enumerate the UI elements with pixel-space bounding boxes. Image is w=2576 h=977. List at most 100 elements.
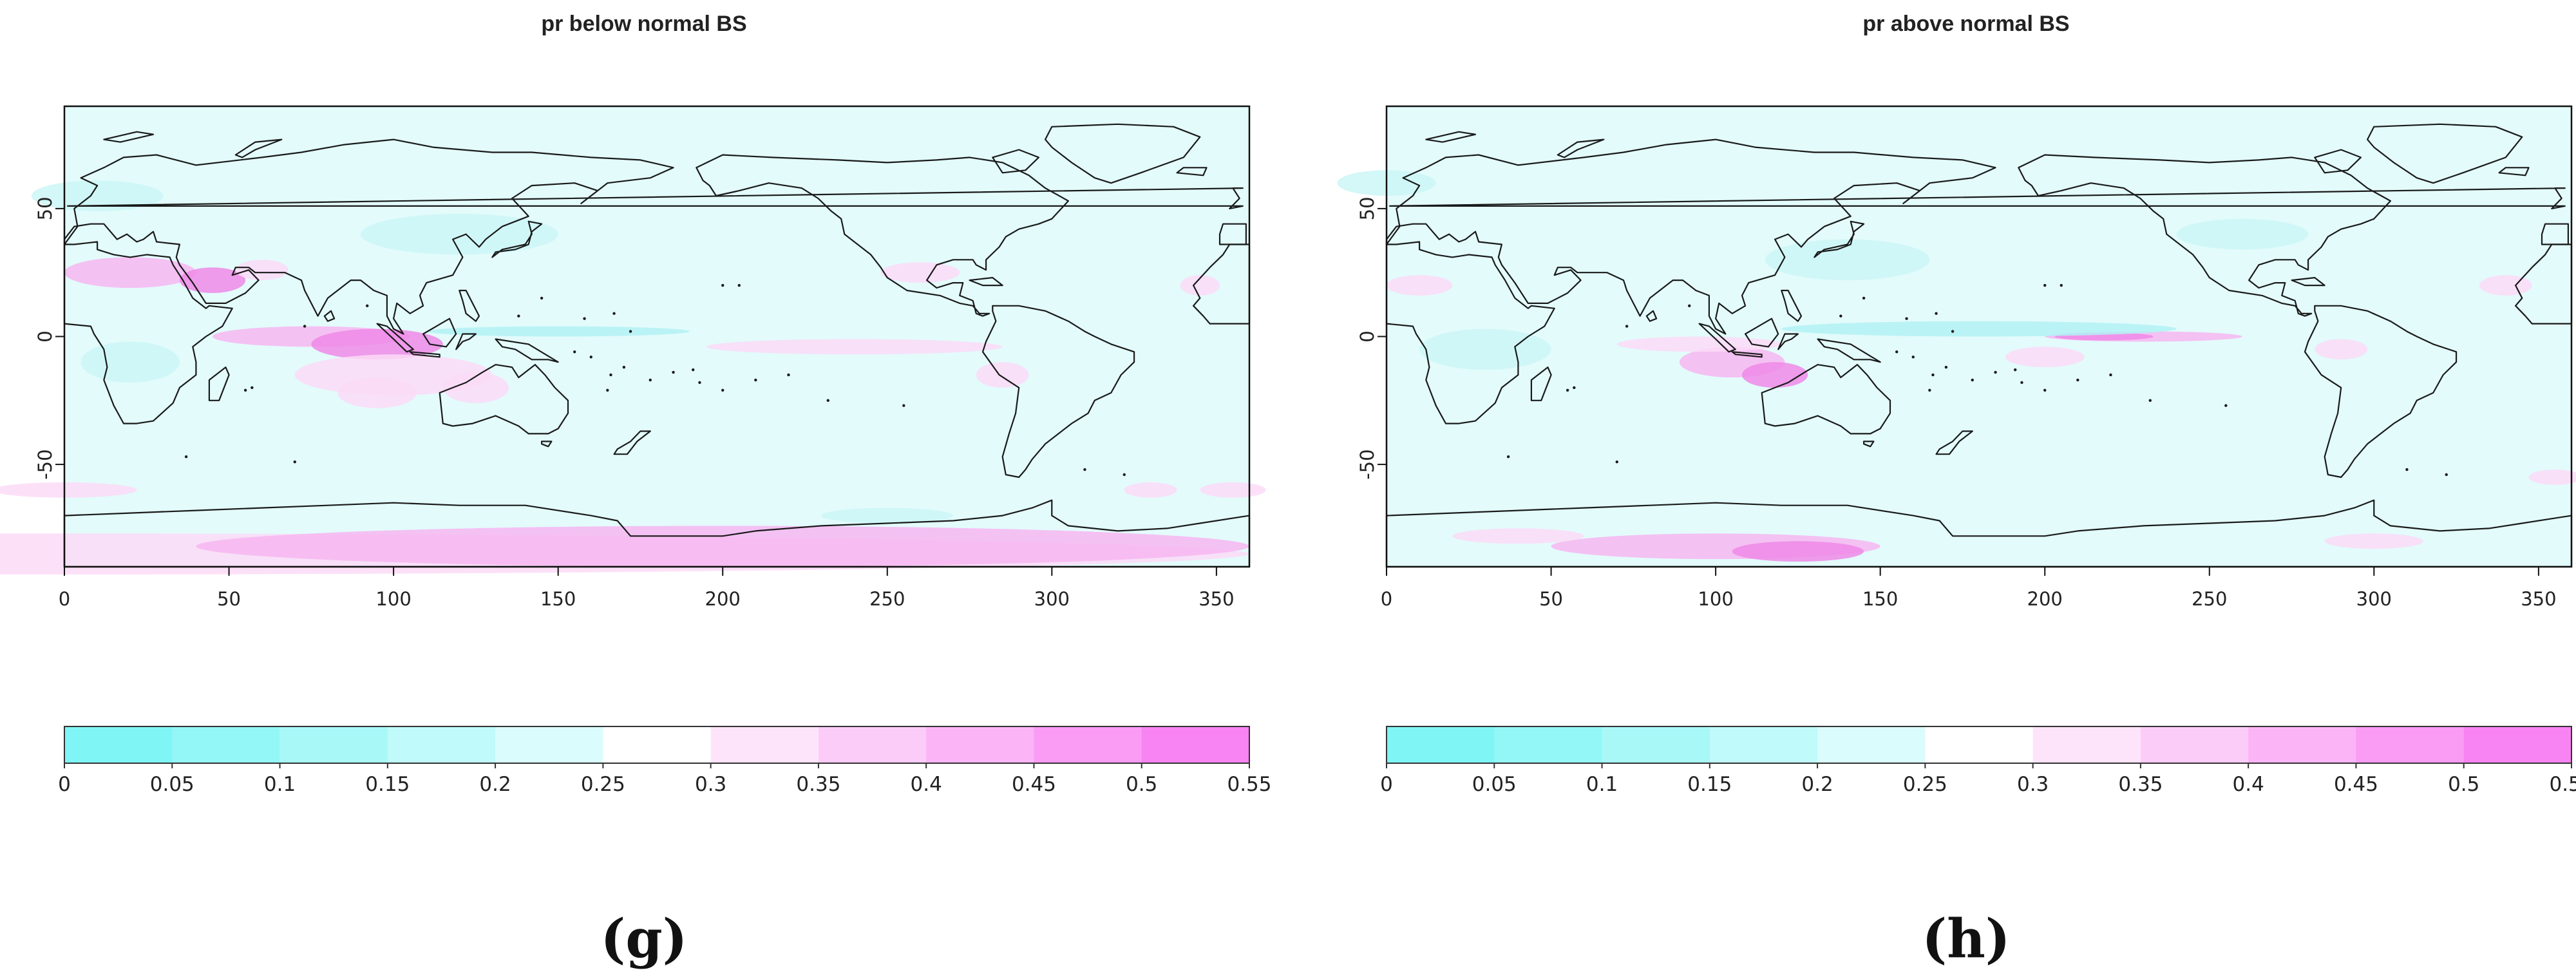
japan-coast [1814, 220, 1865, 258]
island-mark [1615, 460, 1618, 464]
island-mark [1944, 365, 1948, 369]
colorbar-swatch [603, 726, 712, 763]
island-mark [1862, 296, 1866, 300]
y-tick-label: 50 [1356, 196, 1378, 220]
island-mark [1895, 350, 1899, 354]
y-axis: 50 0 -50 [1356, 196, 1387, 480]
colorbar-swatch [1387, 726, 1495, 763]
island-mark [2405, 468, 2409, 471]
anomaly-patch [880, 262, 960, 283]
island-mark [1083, 468, 1086, 471]
novaya-zemlya-coast [234, 138, 283, 158]
colorbar-tick-label: 0.05 [150, 773, 194, 796]
anomaly-patch [196, 526, 1249, 567]
anomaly-patch [1180, 275, 1220, 296]
island-mark [1994, 370, 1997, 374]
colorbar-tick-label: 0.2 [1801, 773, 1833, 796]
island-mark [1573, 386, 1576, 390]
eurasia-coast [1385, 138, 1996, 335]
colorbar-tick-label: 0.05 [1472, 773, 1517, 796]
japan-coast [491, 220, 543, 258]
island-mark [184, 455, 188, 459]
anomaly-layer [0, 180, 1266, 574]
island-mark [2109, 373, 2112, 377]
colorbar-tick-label: 0.45 [1012, 773, 1056, 796]
island-mark [1506, 455, 1510, 459]
colorbar-tick-label: 0.55 [2549, 773, 2576, 796]
colorbar-swatch [1817, 726, 1926, 763]
new-guinea-coast [495, 338, 559, 363]
colorbar-tick-label: 0.3 [2017, 773, 2049, 796]
island-mark [692, 368, 695, 372]
y-tick-label: 0 [34, 330, 56, 342]
island-mark [649, 378, 652, 382]
south-america-coast [2304, 305, 2458, 479]
colorbar-swatch [926, 726, 1034, 763]
colorbar-tick-label: 0.45 [2334, 773, 2378, 796]
island-mark [606, 388, 609, 392]
island-mark [1971, 378, 1974, 382]
colorbar-swatch [64, 726, 173, 763]
x-tick-label: 0 [59, 588, 70, 610]
panel-g-svg: pr below normal BS 0 50 100 150 200 250 300 350… [0, 12, 1272, 796]
australia-coast [439, 364, 569, 435]
anomaly-patch [2528, 470, 2576, 485]
anomaly-patch [235, 260, 289, 281]
svalbard-coast [1425, 131, 1477, 143]
panel-h-map [1337, 105, 2576, 568]
colorbar-tick-label: 0 [1380, 773, 1393, 796]
anomaly-patch [0, 482, 137, 498]
west-africa-coast [2515, 243, 2573, 325]
island-mark [1566, 388, 1569, 392]
eurasia-coast [63, 138, 674, 335]
island-mark [366, 304, 369, 308]
antarctica-coast [1385, 499, 2573, 568]
colorbar-tick-label: 0.1 [1586, 773, 1618, 796]
x-tick-label: 250 [2192, 588, 2227, 610]
x-axis: 0 50 100 150 200 250 300 350 [1381, 567, 2557, 610]
sumatra-coast [1698, 323, 1736, 353]
colorbar-tick-label: 0.5 [1126, 773, 1157, 796]
x-tick-label: 100 [1698, 588, 1733, 610]
colorbar-tick-label: 0.15 [1687, 773, 1732, 796]
x-tick-label: 50 [217, 588, 241, 610]
colorbar-tick-label: 0.35 [2118, 773, 2163, 796]
colorbar-tick-label: 0.25 [581, 773, 625, 796]
island-mark [2148, 399, 2152, 403]
x-tick-label: 150 [1862, 588, 1898, 610]
new-zealand-coast [613, 430, 651, 455]
baffin-coast [992, 149, 1039, 174]
x-axis: 0 50 100 150 200 250 300 350 [59, 567, 1235, 610]
panel-h-svg: pr above normal BS 0 50 100 150 200 250 300 350… [1337, 12, 2576, 796]
anomaly-patch [1200, 482, 1266, 498]
north-america-coast [696, 154, 1069, 317]
colorbar-swatch [279, 726, 388, 763]
island-mark [737, 283, 741, 287]
antarctica-coast [63, 499, 1251, 568]
colorbar-swatch [172, 726, 281, 763]
philippines-coast [1781, 289, 1803, 322]
sumatra-coast [376, 323, 414, 353]
novaya-zemlya-coast [1557, 138, 1605, 158]
greenland-coast [1045, 123, 1201, 184]
island-mark [754, 378, 757, 382]
island-mark [629, 330, 632, 333]
island-mark [609, 373, 612, 377]
australia-coast [1761, 364, 1891, 435]
anomaly-patch [976, 362, 1029, 388]
colorbar-tick-label: 0.1 [264, 773, 296, 796]
island-mark [583, 317, 586, 320]
north-america-coast [2018, 154, 2391, 317]
colorbar-swatch [1494, 726, 1603, 763]
anomaly-patch [361, 213, 558, 255]
anomaly-patch [1765, 239, 1930, 281]
island-mark [672, 370, 675, 374]
x-tick-label: 350 [2521, 588, 2556, 610]
anomaly-patch [1387, 275, 1453, 296]
panel-g-title: pr below normal BS [541, 12, 746, 36]
anomaly-patch [442, 372, 509, 403]
africa-coast [63, 241, 233, 424]
island-mark [2043, 388, 2047, 392]
panel-h-caption: (h) [1922, 908, 2011, 970]
sulawesi-coast [1777, 333, 1799, 350]
